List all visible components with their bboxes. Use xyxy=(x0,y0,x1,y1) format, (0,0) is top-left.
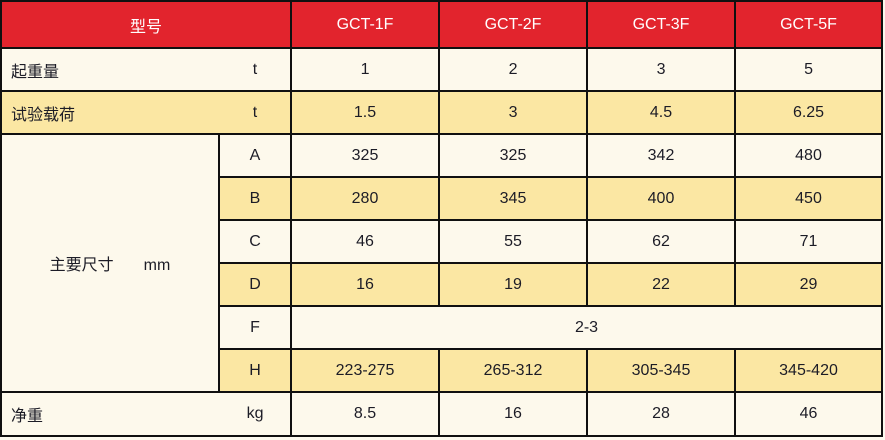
row-dim-b: B 280 345 400 450 xyxy=(1,176,884,221)
net-weight-label: 净重 xyxy=(11,408,44,425)
net-weight-value-gct-3f: 28 xyxy=(586,391,737,437)
dim-c-value-gct-5f: 71 xyxy=(734,219,884,264)
dim-h-value-gct-3f: 305-345 xyxy=(586,348,737,393)
dim-c-value-gct-1f: 46 xyxy=(290,219,441,264)
test-load-value-gct-2f: 3 xyxy=(438,90,589,135)
row-dim-a: 主要尺寸 mm A 325 325 342 480 xyxy=(0,133,884,393)
header-model-gct-2f: GCT-2F xyxy=(438,0,589,49)
lifting-value-gct-3f: 3 xyxy=(586,47,737,92)
dim-a-value-gct-3f: 342 xyxy=(586,133,737,178)
net-weight-value-gct-2f: 16 xyxy=(438,391,589,437)
dim-a-value-gct-1f: 325 xyxy=(290,133,441,178)
dim-d-value-gct-5f: 29 xyxy=(734,262,884,307)
dim-c-value-gct-3f: 62 xyxy=(586,219,737,264)
test-load-label: 试验载荷 xyxy=(11,106,76,124)
dim-b-value-gct-3f: 400 xyxy=(586,176,737,221)
dim-a-value-gct-2f: 325 xyxy=(438,133,589,178)
header-model-gct-1f: GCT-1F xyxy=(290,0,441,49)
test-load-value-gct-5f: 6.25 xyxy=(734,90,884,135)
dim-h-key: H xyxy=(217,348,293,393)
lifting-value-gct-1f: 1 xyxy=(290,47,441,92)
dim-b-value-gct-5f: 450 xyxy=(734,176,884,221)
net-weight-value-gct-5f: 46 xyxy=(734,391,884,437)
test-load-unit: t xyxy=(252,103,258,121)
net-weight-value-gct-1f: 8.5 xyxy=(290,391,441,437)
dim-d-value-gct-1f: 16 xyxy=(290,262,441,307)
test-load-value-gct-3f: 4.5 xyxy=(586,90,737,135)
lifting-capacity-label: 起重量 xyxy=(11,63,60,81)
header-model-gct-3f: GCT-3F xyxy=(586,0,737,49)
net-weight-unit: kg xyxy=(246,405,264,422)
dim-d-value-gct-2f: 19 xyxy=(438,262,589,307)
dim-f-key: F xyxy=(217,305,293,350)
dim-c-key: C xyxy=(217,219,293,264)
dim-d-value-gct-3f: 22 xyxy=(586,262,737,307)
lifting-capacity-label-cell: 起重量 t xyxy=(0,47,293,92)
dim-c-value-gct-2f: 55 xyxy=(438,219,589,264)
dim-b-key: B xyxy=(217,176,293,221)
lifting-value-gct-5f: 5 xyxy=(734,47,884,92)
test-load-label-cell: 试验载荷 t xyxy=(0,90,293,135)
dim-d-key: D xyxy=(217,262,293,307)
test-load-value-gct-1f: 1.5 xyxy=(290,90,441,135)
dim-f-merged-value: 2-3 xyxy=(290,305,884,350)
header-row: 型号 GCT-1F GCT-2F GCT-3F GCT-5F xyxy=(0,0,884,49)
dimensions-unit: mm xyxy=(143,257,171,274)
net-weight-label-cell: 净重 kg xyxy=(0,391,293,437)
row-test-load: 试验载荷 t 1.5 3 4.5 6.25 xyxy=(0,90,884,135)
row-lifting-capacity: 起重量 t 1 2 3 5 xyxy=(0,47,884,92)
lifting-value-gct-2f: 2 xyxy=(438,47,589,92)
dim-b-value-gct-1f: 280 xyxy=(290,176,441,221)
dim-h-value-gct-2f: 265-312 xyxy=(438,348,589,393)
row-dim-c: C 46 55 62 71 xyxy=(1,219,884,264)
dim-b-value-gct-2f: 345 xyxy=(438,176,589,221)
dimensions-label-cell: 主要尺寸 mm xyxy=(0,133,220,393)
dim-h-value-gct-5f: 345-420 xyxy=(734,348,884,393)
dimensions-label: 主要尺寸 xyxy=(49,257,114,274)
row-dim-f: F 2-3 xyxy=(1,305,884,350)
row-net-weight: 净重 kg 8.5 16 28 46 xyxy=(0,391,884,437)
header-model-gct-5f: GCT-5F xyxy=(734,0,884,49)
lifting-capacity-unit: t xyxy=(252,60,258,78)
dim-a-key: A xyxy=(217,133,293,178)
dim-a-value-gct-5f: 480 xyxy=(734,133,884,178)
dim-h-value-gct-1f: 223-275 xyxy=(290,348,441,393)
row-dim-d: D 16 19 22 29 xyxy=(1,262,884,307)
row-dim-h: H 223-275 265-312 305-345 345-420 xyxy=(1,348,884,393)
header-model-label: 型号 xyxy=(0,0,293,49)
